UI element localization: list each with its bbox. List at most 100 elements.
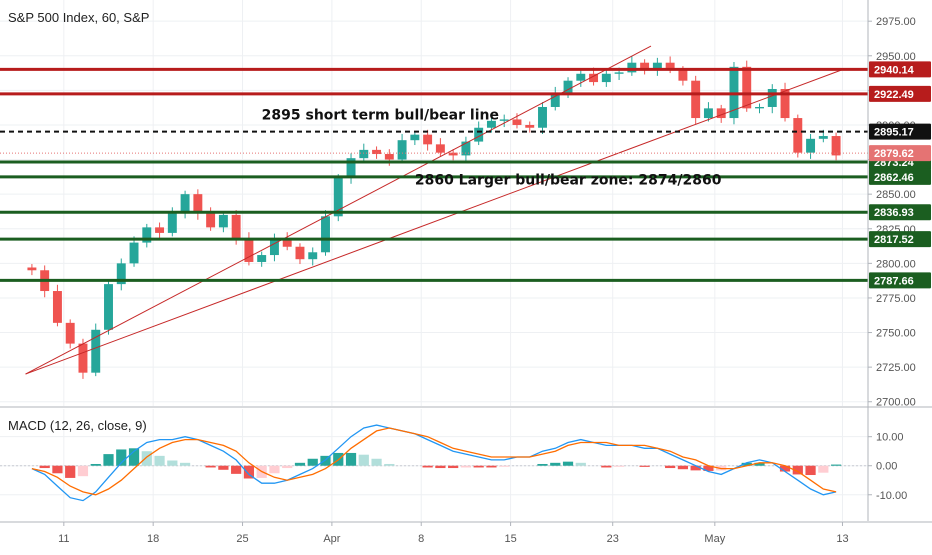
macd-hist-bar <box>358 454 369 466</box>
price-tag-box <box>869 85 931 102</box>
candle-body <box>244 238 254 262</box>
macd-tick-label: 10.00 <box>876 432 904 444</box>
candle-body <box>703 108 713 119</box>
macd-hist-bar <box>601 465 612 468</box>
chart-title: S&P 500 Index, 60, S&P <box>8 10 149 25</box>
price-tag-box <box>869 204 931 221</box>
price-tick-label: 2775.00 <box>876 293 916 305</box>
price-tag-2817.52: 2817.52 <box>874 234 914 246</box>
macd-hist-bar <box>231 465 242 474</box>
price-tick-label: 2850.00 <box>876 189 916 201</box>
macd-hist-bar <box>779 465 791 472</box>
macd-hist-bar <box>805 465 816 476</box>
price-pane: 2895 short term bull/bear line 2860 Large… <box>0 45 868 379</box>
macd-hist-bar <box>422 465 433 468</box>
macd-hist-bar <box>320 455 331 466</box>
candle-body <box>550 93 560 107</box>
candle-body <box>27 267 37 271</box>
time-tick-label: 23 <box>607 533 619 545</box>
price-tag-2895.17: 2895.17 <box>874 127 914 139</box>
macd-hist-bar <box>205 465 216 468</box>
candle-body <box>52 291 62 323</box>
price-tick-label: 2750.00 <box>876 328 916 340</box>
candle-body <box>793 118 803 153</box>
candle-body <box>640 62 650 70</box>
annotation-2: 2860 Larger bull/bear zone: 2874/2860 <box>415 172 722 188</box>
candle-body <box>423 134 433 145</box>
macd-hist-bar <box>116 449 127 466</box>
candle-body <box>716 108 726 119</box>
candle-body <box>589 73 599 83</box>
time-axis: 11 18 25 Apr 8 15 23 May 13 <box>58 522 849 545</box>
time-tick-label: Apr <box>323 533 340 545</box>
macd-hist-bar <box>754 462 765 466</box>
macd-hist-bar <box>703 465 714 471</box>
macd-hist-bar <box>282 465 293 469</box>
time-tick-label: 8 <box>418 533 424 545</box>
macd-hist-bar <box>537 463 548 466</box>
macd-hist-bar <box>154 455 165 466</box>
price-tags: 2940.142922.492895.172873.242862.462836.… <box>869 61 931 289</box>
candle-body <box>206 213 216 228</box>
candle-body <box>65 322 75 344</box>
macd-hist-bar <box>460 465 472 468</box>
candle-body <box>614 72 624 74</box>
macd-hist-bar <box>448 465 459 469</box>
macd-hist-bar <box>128 448 140 466</box>
macd-hist-bar <box>639 465 650 467</box>
macd-hist-bar <box>613 465 625 467</box>
candle-body <box>652 62 662 70</box>
candle-body <box>231 214 241 239</box>
candle-body <box>474 127 484 142</box>
candle-body <box>806 138 816 153</box>
candle-body <box>295 246 305 260</box>
candle-body <box>308 252 318 260</box>
price-tag-box <box>869 61 931 78</box>
candle-body <box>193 194 203 214</box>
macd-title: MACD (12, 26, close, 9) <box>8 418 147 433</box>
time-tick-label: 13 <box>836 533 848 545</box>
price-tick-label: 2725.00 <box>876 362 916 374</box>
price-tick-label: 2800.00 <box>876 258 916 270</box>
macd-hist-bar <box>741 462 752 466</box>
macd-line <box>31 424 837 502</box>
candle-body <box>780 88 790 119</box>
candle-body <box>142 227 152 243</box>
channel-line <box>25 69 843 375</box>
candle-body <box>397 140 407 160</box>
time-tick-label: May <box>704 533 725 545</box>
candle-body <box>410 134 420 141</box>
price-tag-2879.62: 2879.62 <box>874 148 914 160</box>
macd-hist-bar <box>818 465 829 473</box>
macd-hist-bar <box>307 458 318 466</box>
macd-hist-bar <box>52 465 63 474</box>
candle-body <box>627 62 637 73</box>
macd-pane <box>0 424 868 502</box>
time-tick-label: 11 <box>58 533 69 545</box>
candle-body <box>129 242 139 264</box>
macd-hist-bar <box>665 465 676 469</box>
macd-hist-bar <box>218 465 229 470</box>
candle-body <box>512 119 522 125</box>
macd-hist-bar <box>575 462 586 466</box>
candle-body <box>78 343 88 373</box>
candle-body <box>486 120 496 128</box>
macd-hist-bar <box>830 464 842 466</box>
candle-body <box>742 66 752 109</box>
candle-body <box>665 62 675 70</box>
frame-layer <box>0 0 932 523</box>
candle-body <box>167 213 177 233</box>
candle-body <box>282 238 292 247</box>
price-tag-2940.14: 2940.14 <box>874 64 915 76</box>
channel-line <box>25 45 652 375</box>
candle-body <box>538 106 547 128</box>
candle-body <box>601 73 611 83</box>
signal-line <box>31 427 837 496</box>
annotation-1: 2895 short term bull/bear line <box>262 107 499 123</box>
price-tag-box <box>869 123 931 140</box>
candle-body <box>104 284 113 330</box>
macd-hist-bar <box>384 463 395 466</box>
candle-body <box>563 80 573 94</box>
